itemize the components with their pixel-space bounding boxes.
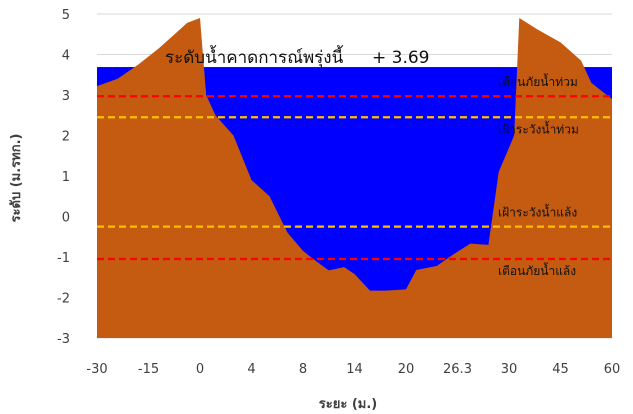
x-tick-label: -30 [86,362,107,377]
x-tick-label: -15 [138,362,159,377]
y-tick-label: 1 [62,170,70,185]
y-tick-label: 0 [62,211,70,226]
threshold-label: เฝ้าระวังน้ำท่วม [498,120,579,136]
y-tick-label: -3 [57,332,70,347]
x-tick-label: 0 [196,362,204,377]
x-tick-label: 30 [501,362,518,377]
y-tick-label: -1 [57,251,70,266]
x-tick-label: 20 [398,362,415,377]
y-axis-ticks: -3 -2 -1 0 1 2 3 4 5 [57,8,70,347]
x-tick-label: 26.3 [443,362,472,377]
y-tick-label: 3 [62,89,70,104]
y-tick-label: -2 [57,292,70,307]
x-tick-label: 8 [299,362,307,377]
x-tick-label: 14 [346,362,363,377]
forecast-label: ระดับน้ำคาดการณ์พรุ่งนี้ [165,45,344,68]
x-axis-ticks: -30 -15 0 4 8 14 20 26.3 30 45 60 [86,362,620,377]
threshold-label: เฝ้าระวังน้ำแล้ง [498,204,577,220]
threshold-label: เตือนภัยน้ำแล้ง [498,262,576,278]
y-tick-label: 4 [62,49,70,64]
x-tick-label: 60 [604,362,621,377]
x-tick-label: 4 [247,362,255,377]
x-tick-label: 45 [552,362,569,377]
y-axis-title: ระดับ (ม.รทก.) [9,134,24,223]
threshold-label: เตือนภัยน้ำท่วม [498,73,578,89]
threshold-lines: เตือนภัยน้ำท่วมเฝ้าระวังน้ำท่วมเฝ้าระวัง… [97,73,612,278]
x-axis-title: ระยะ (ม.) [319,397,377,412]
forecast-value: + 3.69 [372,48,430,68]
y-tick-label: 5 [62,8,70,23]
y-tick-label: 2 [62,130,70,145]
